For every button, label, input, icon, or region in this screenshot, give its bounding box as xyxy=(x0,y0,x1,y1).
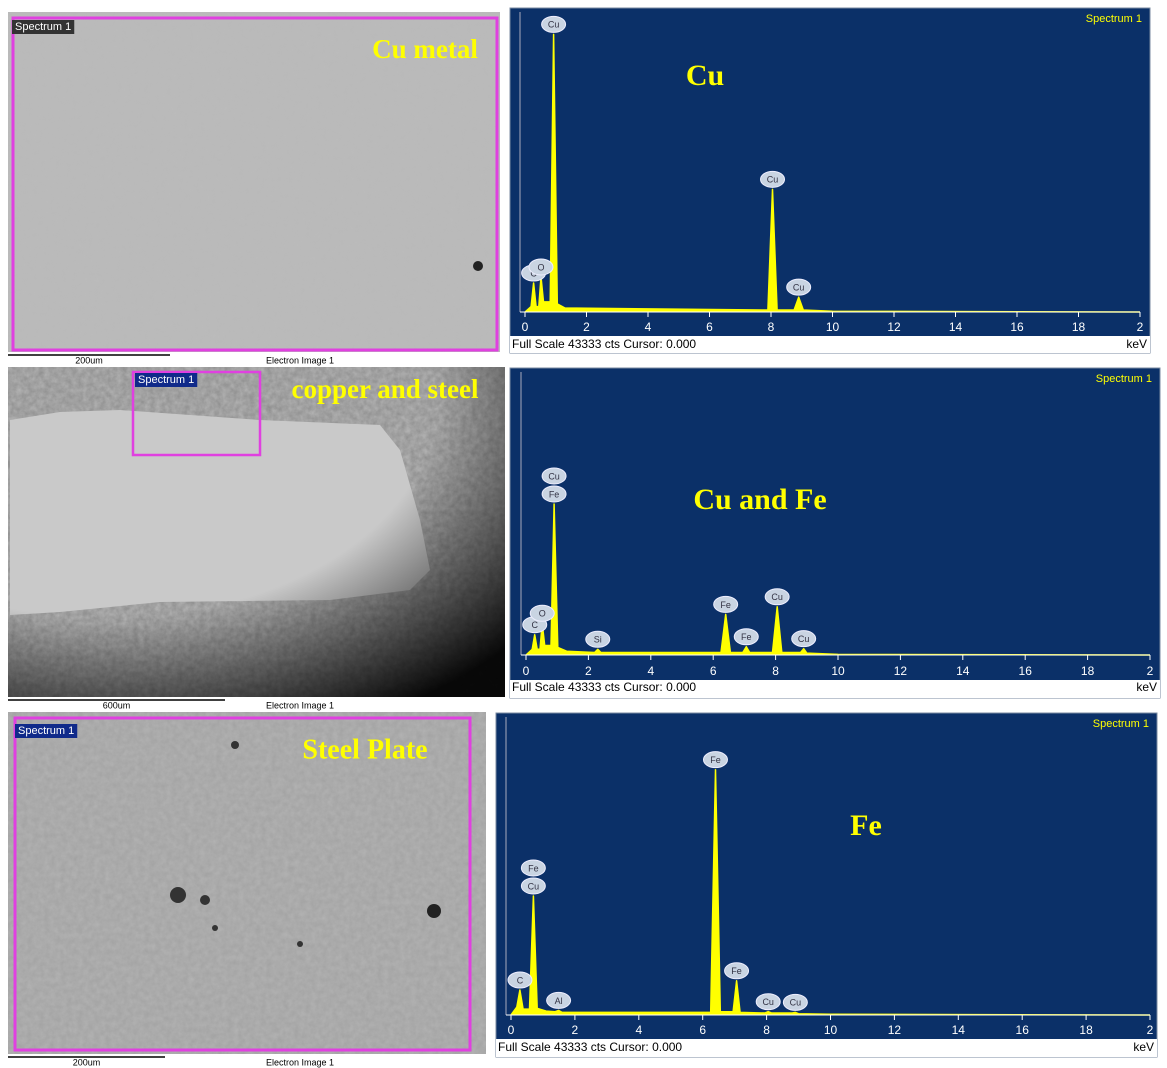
x-tick-label: 4 xyxy=(635,1023,642,1037)
peak-label: Cu xyxy=(548,20,560,30)
x-tick-label: 6 xyxy=(699,1023,706,1037)
x-tick-label: 10 xyxy=(831,664,845,678)
scale-label: 600um xyxy=(103,700,131,710)
x-tick-label: 8 xyxy=(768,320,775,334)
peak-label: Fe xyxy=(710,755,721,765)
annotation: Cu xyxy=(686,59,724,92)
peak-label: O xyxy=(537,262,544,272)
image-caption: copper and steel xyxy=(292,374,479,404)
x-tick-label: 10 xyxy=(824,1023,838,1037)
x-tick-label: 18 xyxy=(1079,1023,1093,1037)
peak-label: O xyxy=(539,609,546,619)
peak-label: Cu xyxy=(548,471,560,481)
x-tick-label: 4 xyxy=(645,320,652,334)
peak-label: Cu xyxy=(798,634,810,644)
x-tick-label: 16 xyxy=(1019,664,1033,678)
peak-label: Fe xyxy=(741,632,752,642)
x-tick-label: 12 xyxy=(894,664,908,678)
spectrum-label: Spectrum 1 xyxy=(18,725,74,737)
plot-background xyxy=(496,713,1157,1057)
plot-background xyxy=(510,8,1150,353)
footer-text: Full Scale 43333 cts Cursor: 0.000 xyxy=(498,1040,682,1054)
spectrum-panel: Spectrum 1 0 2 4 6 8 10 12 14 16 18 2 Full Scale 433… xyxy=(510,8,1150,353)
footer-text: Full Scale 43333 cts Cursor: 0.000 xyxy=(512,337,696,351)
peak-label: Cu xyxy=(528,881,540,891)
x-tick-label: 2 xyxy=(1137,320,1144,334)
x-tick-label: 0 xyxy=(522,320,529,334)
x-tick-label: 2 xyxy=(585,664,592,678)
peak-label: C xyxy=(531,620,538,630)
x-tick-label: 16 xyxy=(1010,320,1024,334)
x-tick-label: 14 xyxy=(952,1023,966,1037)
x-tick-label: 10 xyxy=(826,320,840,334)
peak-label: Si xyxy=(594,635,602,645)
x-tick-label: 18 xyxy=(1072,320,1086,334)
x-tick-label: 12 xyxy=(887,320,901,334)
x-tick-label: 0 xyxy=(523,664,530,678)
x-tick-label: 8 xyxy=(763,1023,770,1037)
x-tick-label: 2 xyxy=(572,1023,579,1037)
peak-label: Cu xyxy=(771,592,783,602)
image-caption: Cu metal xyxy=(372,34,478,64)
x-tick-label: 14 xyxy=(956,664,970,678)
image-footer: Electron Image 1 xyxy=(266,355,334,365)
image-footer: Electron Image 1 xyxy=(266,1057,334,1067)
x-tick-label: 2 xyxy=(1147,1023,1154,1037)
annotation: Fe xyxy=(850,809,882,842)
x-tick-label: 0 xyxy=(508,1023,515,1037)
footer-text: Full Scale 43333 cts Cursor: 0.000 xyxy=(512,680,696,694)
figure: Spectrum 1 Cu metal 200um Electron Image 1 S… xyxy=(0,0,1167,1068)
x-tick-label: 16 xyxy=(1016,1023,1030,1037)
spectrum-label: Spectrum 1 xyxy=(15,21,71,33)
peak-label: Al xyxy=(555,996,563,1006)
x-axis-label: keV xyxy=(1136,680,1157,694)
scale-label: 200um xyxy=(73,1057,101,1067)
x-axis-label: keV xyxy=(1126,337,1147,351)
spectrum-title: Spectrum 1 xyxy=(1086,13,1142,25)
image-caption: Steel Plate xyxy=(302,734,427,765)
peak-label: Cu xyxy=(762,997,774,1007)
peak-label: Cu xyxy=(767,175,779,185)
peak-label: Fe xyxy=(731,966,742,976)
peak-label: Cu xyxy=(790,998,802,1008)
x-tick-label: 14 xyxy=(949,320,963,334)
annotation: Cu and Fe xyxy=(693,483,826,516)
spectrum-title: Spectrum 1 xyxy=(1093,718,1149,730)
x-tick-label: 8 xyxy=(772,664,779,678)
x-tick-label: 4 xyxy=(647,664,654,678)
peak-label: Fe xyxy=(528,863,539,873)
spectrum-panel: Spectrum 1 0 2 4 6 8 10 12 14 16 18 2 Full Scale 433… xyxy=(510,368,1160,698)
x-tick-label: 6 xyxy=(710,664,717,678)
x-tick-label: 6 xyxy=(706,320,713,334)
spectrum-panel: Spectrum 1 0 2 4 6 8 10 12 14 16 18 2 Full Scale 433… xyxy=(496,713,1157,1057)
peak-label: Fe xyxy=(549,489,560,499)
plot-background xyxy=(510,368,1160,698)
x-tick-label: 18 xyxy=(1081,664,1095,678)
spectrum-label: Spectrum 1 xyxy=(138,374,194,386)
image-footer: Electron Image 1 xyxy=(266,700,334,710)
peak-label: Fe xyxy=(720,600,731,610)
scale-label: 200um xyxy=(75,355,103,365)
peak-label: C xyxy=(517,975,524,985)
sem-image xyxy=(8,367,505,697)
spectrum-title: Spectrum 1 xyxy=(1096,373,1152,385)
x-tick-label: 12 xyxy=(888,1023,902,1037)
x-tick-label: 2 xyxy=(1147,664,1154,678)
peak-label: Cu xyxy=(793,283,805,293)
x-tick-label: 2 xyxy=(583,320,590,334)
x-axis-label: keV xyxy=(1133,1040,1154,1054)
